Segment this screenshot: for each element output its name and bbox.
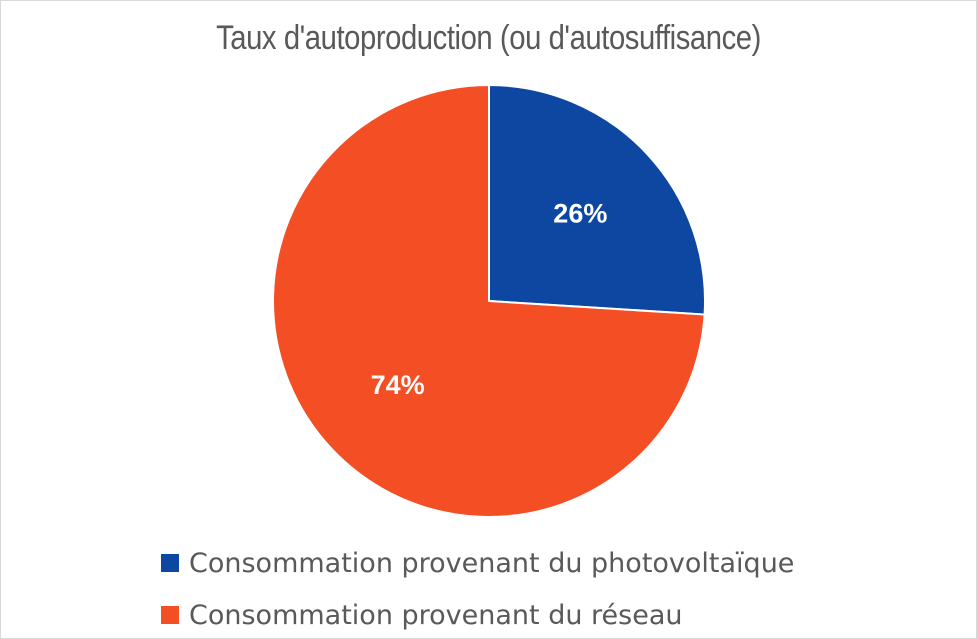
legend: Consommation provenant du photovoltaïque… <box>161 537 794 638</box>
legend-swatch-reseau <box>161 606 179 624</box>
legend-item-photovoltaique: Consommation provenant du photovoltaïque <box>161 537 794 589</box>
slice-label-reseau: 74% <box>371 370 425 400</box>
pie-slice-reseau <box>272 83 706 518</box>
slice-label-photovoltaique: 26% <box>553 198 607 228</box>
pie-slice-photovoltaique <box>488 83 706 316</box>
legend-label-reseau: Consommation provenant du réseau <box>189 599 683 631</box>
chart-title: Taux d'autoproduction (ou d'autosuffisan… <box>216 19 761 57</box>
legend-label-photovoltaique: Consommation provenant du photovoltaïque <box>189 547 795 579</box>
legend-swatch-photovoltaique <box>161 554 179 572</box>
legend-item-reseau: Consommation provenant du réseau <box>161 589 794 638</box>
